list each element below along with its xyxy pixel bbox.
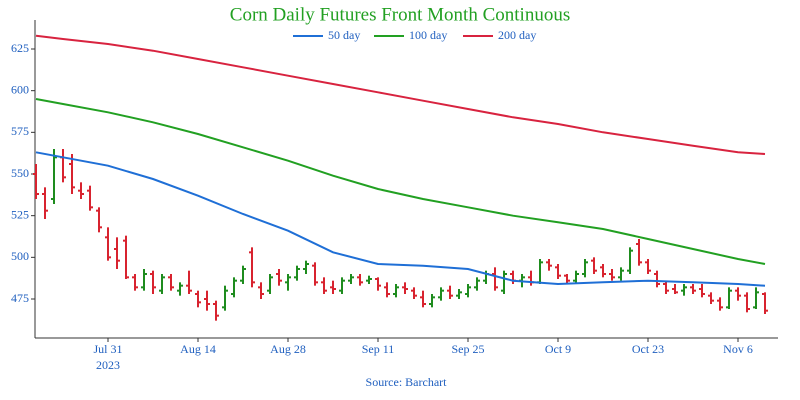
x-tick-label: Oct 23 <box>632 342 664 356</box>
legend-label: 200 day <box>498 28 536 42</box>
source-note: Source: Barchart <box>366 375 448 389</box>
x-tick-label: Aug 28 <box>270 342 306 356</box>
y-tick-label: 475 <box>11 291 29 305</box>
x-tick-label: Oct 9 <box>545 342 571 356</box>
x-tick-label: Nov 6 <box>723 342 753 356</box>
moving-average-line <box>35 98 766 265</box>
y-tick-label: 500 <box>11 249 29 263</box>
y-tick-label: 525 <box>11 207 29 221</box>
x-year-label: 2023 <box>96 358 120 372</box>
y-tick-label: 575 <box>11 124 29 138</box>
legend-label: 100 day <box>409 28 447 42</box>
moving-average-line <box>35 34 766 155</box>
moving-average-line <box>35 151 766 287</box>
y-tick-label: 600 <box>11 82 29 96</box>
y-tick-label: 625 <box>11 41 29 55</box>
y-tick-label: 550 <box>11 166 29 180</box>
x-tick-label: Sep 25 <box>452 342 485 356</box>
x-tick-label: Aug 14 <box>180 342 216 356</box>
x-tick-label: Sep 11 <box>362 342 395 356</box>
x-tick-label: Jul 31 <box>93 342 122 356</box>
chart-title: Corn Daily Futures Front Month Continuou… <box>230 4 570 25</box>
legend-label: 50 day <box>328 28 360 42</box>
